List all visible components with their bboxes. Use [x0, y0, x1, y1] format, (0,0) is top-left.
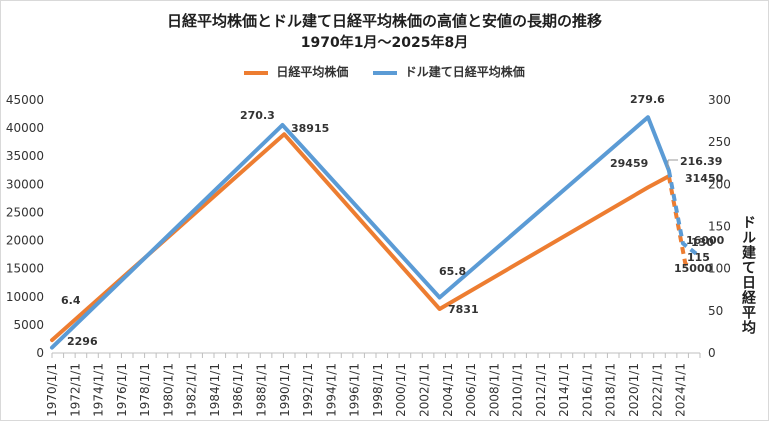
y-right-tick-label: 200	[708, 177, 731, 191]
y-right-tick-label: 150	[708, 220, 731, 234]
right-axis-title: ドル建て日経平均	[740, 215, 756, 335]
chart-title: 日経平均株価とドル建て日経平均株価の高値と安値の長期の推移	[166, 12, 602, 30]
legend-label-dollar-nikkei: ドル建て日経平均株価	[404, 65, 525, 79]
x-tick-label: 2012/1/1	[534, 363, 548, 417]
data-label: 16000	[686, 234, 725, 247]
y-right-tick-label: 0	[708, 346, 716, 360]
x-tick-label: 1996/1/1	[348, 363, 362, 417]
series-line-nikkei	[50, 132, 671, 343]
legend-swatch-dollar-nikkei	[372, 70, 397, 75]
x-tick-label: 2014/1/1	[557, 363, 571, 417]
data-label: 130	[691, 236, 714, 249]
series-tail-nikkei	[666, 175, 692, 270]
data-label: 31450	[685, 172, 724, 185]
legend-label-nikkei: 日経平均株価	[276, 65, 349, 79]
chart-subtitle: 1970年1月～2025年8月	[300, 35, 469, 51]
x-tick-label: 2010/1/1	[511, 363, 525, 417]
x-tick-label: 2004/1/1	[441, 363, 455, 417]
x-tick-label: 1990/1/1	[278, 363, 292, 417]
series-tail-dollar-nikkei	[666, 170, 701, 258]
legend-item-dollar-nikkei: ドル建て日経平均株価	[372, 63, 525, 80]
data-label: 29459	[610, 157, 648, 170]
x-tick-label: 1974/1/1	[92, 363, 106, 417]
y-left-tick-label: 45000	[6, 93, 44, 107]
y-right-tick-label: 50	[708, 304, 723, 318]
x-tick-label: 2022/1/1	[650, 363, 664, 417]
y-left-tick-label: 5000	[13, 318, 44, 332]
x-tick-label: 1978/1/1	[138, 363, 152, 417]
x-tick-label: 1986/1/1	[231, 363, 245, 417]
x-tick-label: 1980/1/1	[161, 363, 175, 417]
y-left-tick-label: 25000	[6, 205, 44, 219]
data-label: 115	[687, 251, 710, 264]
y-left-tick-label: 10000	[6, 290, 44, 304]
y-left-tick-label: 35000	[6, 149, 44, 163]
x-tick-label: 2008/1/1	[487, 363, 501, 417]
x-tick-label: 1984/1/1	[208, 363, 222, 417]
y-right-tick-label: 300	[708, 93, 731, 107]
y-left-tick-label: 40000	[6, 121, 44, 135]
legend-swatch-nikkei	[244, 70, 269, 75]
legend: 日経平均株価 ドル建て日経平均株価	[0, 63, 769, 80]
x-tick-label: 2000/1/1	[394, 363, 408, 417]
x-tick-label: 1976/1/1	[115, 363, 129, 417]
legend-item-nikkei: 日経平均株価	[244, 63, 348, 80]
y-right-tick-label: 100	[708, 262, 731, 276]
data-label: 270.3	[240, 109, 275, 122]
data-label: 15000	[674, 262, 713, 275]
x-tick-label: 2002/1/1	[417, 363, 431, 417]
x-tick-label: 1982/1/1	[185, 363, 199, 417]
x-tick-label: 2016/1/1	[580, 363, 594, 417]
x-tick-label: 1994/1/1	[324, 363, 338, 417]
data-label: 65.8	[439, 265, 466, 278]
data-label: 216.39	[680, 155, 722, 168]
x-tick-label: 2024/1/1	[674, 363, 688, 417]
data-label: 2296	[67, 335, 98, 348]
data-label: 38915	[291, 122, 329, 135]
x-tick-label: 2006/1/1	[464, 363, 478, 417]
x-tick-label: 1992/1/1	[301, 363, 315, 417]
x-tick-label: 1972/1/1	[68, 363, 82, 417]
x-tick-label: 2018/1/1	[604, 363, 618, 417]
data-label: 7831	[448, 303, 479, 316]
data-label: 279.6	[630, 93, 665, 106]
y-left-tick-label: 20000	[6, 234, 44, 248]
y-left-tick-label: 15000	[6, 262, 44, 276]
series-line-dollar-nikkei	[50, 115, 671, 350]
x-tick-label: 1970/1/1	[45, 363, 59, 417]
x-tick-label: 2020/1/1	[627, 363, 641, 417]
x-tick-label: 1998/1/1	[371, 363, 385, 417]
y-right-tick-label: 250	[708, 135, 731, 149]
x-tick-label: 1988/1/1	[255, 363, 269, 417]
data-label: 6.4	[61, 294, 81, 307]
y-left-tick-label: 30000	[6, 177, 44, 191]
y-left-tick-label: 0	[36, 346, 44, 360]
